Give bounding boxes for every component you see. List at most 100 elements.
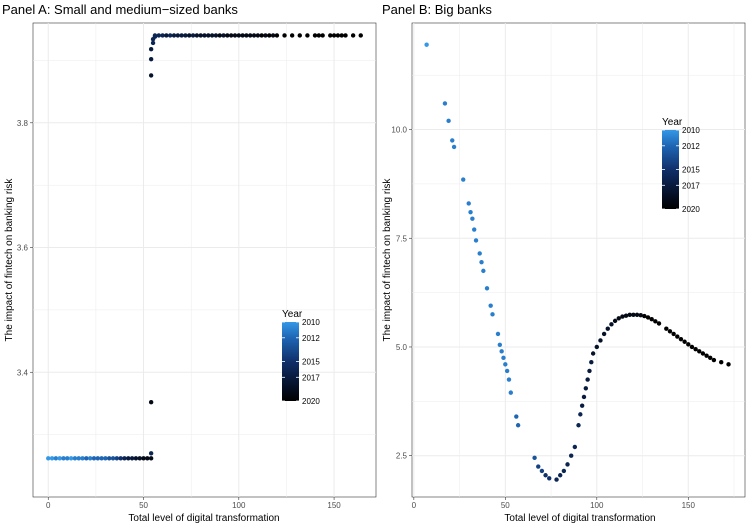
- data-point: [232, 33, 238, 38]
- data-point: [612, 318, 618, 324]
- data-point: [61, 456, 66, 461]
- data-point: [316, 33, 322, 38]
- data-point: [331, 33, 337, 38]
- data-point: [468, 209, 473, 215]
- data-point: [122, 456, 127, 461]
- data-point: [697, 349, 702, 354]
- data-point: [259, 33, 264, 38]
- data-point: [708, 355, 713, 361]
- data-point: [631, 312, 636, 317]
- data-point: [49, 456, 55, 461]
- data-point: [578, 412, 583, 417]
- data-point: [609, 322, 614, 327]
- data-point: [118, 456, 123, 461]
- data-point: [152, 33, 158, 38]
- legend-tick-label: 2015: [682, 166, 700, 175]
- data-point: [141, 456, 146, 461]
- x-tick-label: 0: [46, 501, 51, 510]
- data-point: [678, 336, 684, 342]
- data-point: [183, 33, 188, 38]
- legend-tick-label: 2010: [682, 126, 700, 135]
- panel-b-legend-colorbar: [662, 130, 679, 209]
- data-point: [579, 403, 585, 408]
- data-point: [53, 456, 59, 461]
- data-point: [263, 33, 268, 38]
- data-point: [543, 473, 548, 478]
- data-point: [206, 33, 211, 38]
- data-point: [198, 33, 203, 38]
- legend-tick-label: 2012: [682, 142, 700, 151]
- data-point: [114, 456, 120, 461]
- y-tick-label: 5.0: [396, 343, 408, 352]
- data-point: [634, 312, 640, 317]
- data-point: [664, 326, 669, 331]
- data-point: [57, 456, 62, 461]
- data-point: [576, 423, 581, 428]
- data-point: [110, 456, 116, 461]
- panel-a-x-axis-title: Total level of digital transformation: [128, 513, 279, 524]
- data-point: [499, 349, 504, 354]
- x-tick-label: 150: [327, 501, 341, 510]
- legend-tick-label: 2012: [302, 334, 320, 343]
- data-point: [532, 455, 537, 461]
- data-point: [46, 456, 51, 461]
- data-point: [168, 33, 173, 38]
- data-point: [627, 312, 632, 317]
- data-point: [638, 313, 643, 318]
- data-point: [726, 362, 731, 367]
- data-point: [495, 331, 501, 337]
- data-point: [339, 33, 344, 38]
- data-point: [704, 353, 709, 358]
- legend-tick-label: 2020: [682, 205, 700, 214]
- x-tick-label: 100: [590, 501, 604, 510]
- x-tick-label: 50: [139, 501, 148, 510]
- legend-tick-label: 2020: [302, 397, 320, 406]
- data-point: [148, 46, 154, 52]
- x-tick-label: 150: [682, 501, 696, 510]
- data-point: [133, 456, 139, 461]
- data-point: [568, 453, 574, 458]
- panel-a: Panel A: Small and medium−sized banks 0 5…: [2, 2, 377, 524]
- data-point: [274, 33, 280, 38]
- panel-b-y-axis-title: The impact of fintech on banking risk: [382, 178, 393, 342]
- data-point: [148, 451, 154, 456]
- data-point: [653, 319, 658, 324]
- x-tick-label: 100: [232, 501, 246, 510]
- data-point: [236, 33, 241, 38]
- data-point: [503, 362, 508, 367]
- data-point: [711, 357, 717, 363]
- data-point: [539, 468, 545, 474]
- panel-b-plot-area: [411, 22, 746, 498]
- data-point: [504, 368, 510, 374]
- data-point: [424, 42, 429, 47]
- panel-a-legend-colorbar: [282, 322, 299, 401]
- panel-b-grid: [412, 23, 745, 497]
- data-point: [221, 33, 226, 38]
- data-point: [129, 456, 135, 461]
- data-point: [95, 456, 100, 461]
- data-point: [358, 33, 363, 38]
- data-point: [700, 351, 706, 356]
- data-point: [335, 33, 341, 38]
- data-point: [99, 456, 104, 461]
- panel-a-legend-title: Year: [282, 309, 303, 320]
- panel-b-legend-title: Year: [662, 117, 683, 128]
- data-point: [148, 73, 154, 78]
- data-point: [289, 33, 295, 38]
- data-point: [270, 33, 276, 38]
- data-point: [320, 33, 325, 38]
- y-tick-label: 3.6: [17, 244, 29, 253]
- data-point: [682, 339, 687, 344]
- data-point: [343, 33, 348, 38]
- data-point: [451, 144, 457, 150]
- panel-b-x-axis-title: Total level of digital transformation: [504, 513, 655, 524]
- data-point: [76, 456, 81, 461]
- panel-a-points: [46, 33, 363, 461]
- y-tick-label: 7.5: [396, 234, 408, 243]
- data-point: [328, 33, 333, 38]
- data-point: [179, 33, 184, 38]
- data-point: [585, 377, 590, 382]
- data-point: [202, 33, 207, 38]
- data-point: [473, 238, 479, 243]
- data-point: [126, 456, 131, 461]
